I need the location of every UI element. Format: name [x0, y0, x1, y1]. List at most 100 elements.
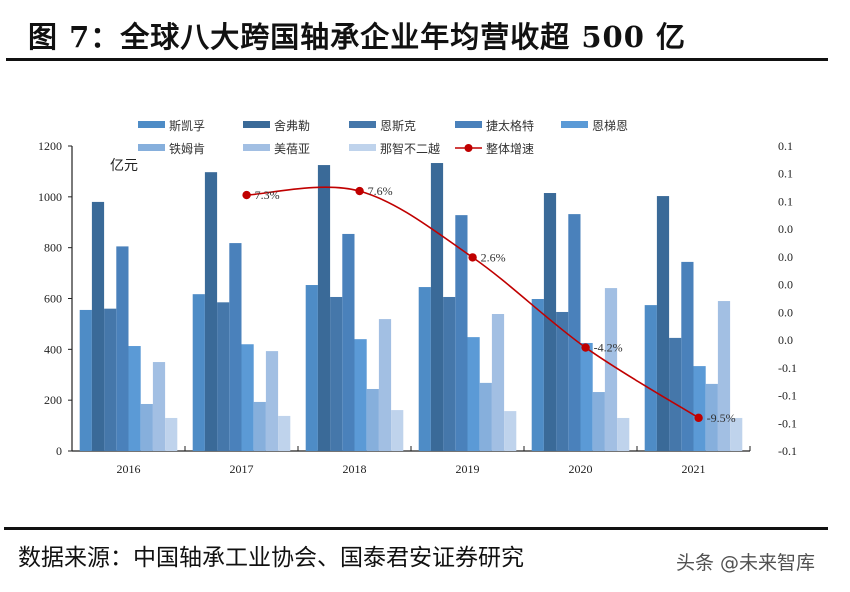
bar-舍弗勒 — [430, 163, 444, 451]
legend-label: 斯凯孚 — [169, 119, 205, 133]
x-tick-label: 2018 — [343, 462, 367, 476]
growth-line-group: 7.3% 7.6% 2.6% -4.2% -9.5% — [242, 184, 736, 425]
bar-那智不二越 — [278, 415, 291, 451]
bar-铁姆肯 — [705, 383, 718, 451]
legend-line-marker — [464, 144, 473, 152]
growth-point — [581, 343, 590, 352]
legend-swatch-恩梯恩 — [561, 121, 588, 128]
bar-捷太格特 — [116, 246, 129, 451]
legend-swatch-斯凯孚 — [138, 121, 165, 128]
bar-铁姆肯 — [253, 401, 266, 451]
legend-label: 恩梯恩 — [592, 119, 628, 133]
y-tick-label: 400 — [44, 342, 62, 356]
growth-data-label: -4.2% — [594, 341, 623, 355]
bar-美蓓亚 — [604, 288, 618, 451]
bar-line-chart: 0 200 400 600 800 1000 1200 -0.1 -0.1 -0.1 -0.1 0.0… — [38, 118, 797, 476]
bar-那智不二越 — [391, 410, 404, 451]
x-tick-label: 2020 — [569, 462, 593, 476]
growth-point — [468, 253, 477, 262]
bar-舍弗勒 — [656, 196, 670, 451]
bar-铁姆肯 — [366, 388, 379, 451]
bar-美蓓亚 — [152, 362, 166, 451]
bar-铁姆肯 — [592, 392, 605, 451]
bar-恩梯恩 — [128, 346, 141, 451]
legend-label: 捷太格特 — [486, 118, 534, 133]
y-tick-label: 800 — [44, 241, 62, 255]
bar-美蓓亚 — [491, 314, 505, 451]
x-tick-label: 2017 — [230, 462, 254, 476]
bar-恩梯恩 — [467, 337, 480, 451]
y2-tick-label: -0.1 — [778, 361, 797, 375]
legend-swatch-铁姆肯 — [138, 144, 165, 151]
bar-美蓓亚 — [378, 319, 392, 451]
y-tick-label: 200 — [44, 393, 62, 407]
y2-tick-label: 0.0 — [778, 278, 793, 292]
bar-斯凯孚 — [644, 305, 657, 451]
growth-data-label: -9.5% — [707, 411, 736, 425]
figure-title: 图 7：全球八大跨国轴承企业年均营收超 500 亿 — [28, 20, 687, 54]
bar-恩梯恩 — [693, 366, 706, 451]
bar-恩斯克 — [217, 302, 230, 451]
y2-tick-label: 0.0 — [778, 305, 793, 319]
legend-label: 铁姆肯 — [169, 142, 205, 156]
bar-舍弗勒 — [543, 193, 557, 452]
bar-铁姆肯 — [479, 382, 492, 451]
bar-舍弗勒 — [317, 165, 331, 451]
bar-那智不二越 — [165, 417, 178, 451]
bar-恩梯恩 — [580, 342, 593, 451]
legend-swatch-美蓓亚 — [243, 144, 270, 151]
y-tick-label: 1200 — [38, 139, 62, 153]
growth-point — [242, 190, 251, 200]
bar-恩斯克 — [104, 308, 117, 451]
bar-斯凯孚 — [79, 309, 92, 451]
bar-美蓓亚 — [265, 351, 279, 451]
legend-label: 美蓓亚 — [274, 142, 310, 156]
bottom-rule — [4, 527, 828, 530]
legend-swatch-恩斯克 — [349, 121, 376, 128]
y-tick-label: 600 — [44, 292, 62, 306]
legend-label: 整体增速 — [486, 141, 534, 156]
legend-label: 那智不二越 — [380, 141, 440, 156]
y2-tick-label: 0.0 — [778, 250, 793, 264]
watermark: 头条 @未来智库 — [676, 552, 816, 574]
legend-label: 舍弗勒 — [274, 118, 310, 133]
bars-group — [79, 163, 743, 452]
y2-tick-label: -0.1 — [778, 416, 797, 430]
source-note: 数据来源：中国轴承工业协会、国泰君安证券研究 — [18, 545, 524, 571]
bar-舍弗勒 — [204, 172, 218, 451]
x-tick-label: 2021 — [682, 462, 706, 476]
bar-恩梯恩 — [354, 339, 367, 451]
bar-斯凯孚 — [305, 285, 318, 451]
bar-捷太格特 — [568, 214, 581, 451]
growth-point — [694, 413, 703, 423]
y2-tick-label: 0.0 — [778, 333, 793, 347]
y-axis-label: 亿元 — [110, 158, 138, 174]
y2-tick-label: 0.1 — [778, 139, 793, 153]
x-tick-label: 2016 — [117, 462, 141, 476]
bar-捷太格特 — [681, 261, 694, 451]
bar-恩斯克 — [443, 296, 456, 451]
y2-tick-label: -0.1 — [778, 389, 797, 403]
bar-斯凯孚 — [531, 299, 544, 451]
y-tick-label: 1000 — [38, 190, 62, 204]
bar-舍弗勒 — [91, 201, 105, 451]
y-tick-label: 0 — [56, 444, 62, 458]
bar-捷太格特 — [342, 233, 355, 451]
y2-tick-label: -0.1 — [778, 444, 797, 458]
legend-swatch-舍弗勒 — [243, 121, 270, 128]
bar-恩梯恩 — [241, 344, 254, 451]
legend-label: 恩斯克 — [380, 119, 416, 133]
bar-恩斯克 — [556, 311, 569, 451]
growth-data-label: 7.3% — [255, 188, 280, 202]
top-rule — [6, 58, 828, 61]
growth-data-label: 2.6% — [481, 250, 506, 264]
growth-data-label: 7.6% — [368, 184, 393, 198]
bar-捷太格特 — [455, 215, 468, 451]
bar-那智不二越 — [504, 411, 517, 451]
bar-铁姆肯 — [140, 403, 153, 451]
y2-tick-label: 0.1 — [778, 167, 793, 181]
bar-美蓓亚 — [717, 301, 731, 451]
bar-恩斯克 — [330, 296, 343, 451]
bar-捷太格特 — [229, 243, 242, 451]
